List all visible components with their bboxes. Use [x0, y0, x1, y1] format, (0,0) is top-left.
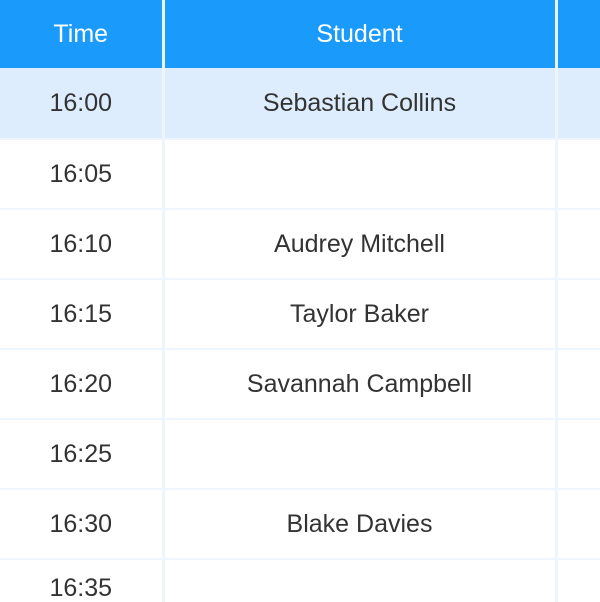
extra-cell: [556, 488, 600, 559]
extra-cell: [556, 208, 600, 279]
student-cell[interactable]: [163, 138, 558, 209]
time-cell: 16:35: [0, 558, 165, 602]
table-row[interactable]: 16:00 Sebastian Collins: [0, 68, 600, 139]
table-row[interactable]: 16:15 Taylor Baker: [0, 278, 600, 349]
time-cell: 16:30: [0, 488, 165, 559]
header-time: Time: [0, 0, 165, 68]
student-cell[interactable]: Audrey Mitchell: [163, 208, 558, 279]
table-row[interactable]: 16:25: [0, 418, 600, 489]
time-cell: 16:10: [0, 208, 165, 279]
extra-cell: [556, 418, 600, 489]
extra-cell: [556, 558, 600, 602]
time-text: 16:20: [49, 370, 113, 398]
student-cell[interactable]: Sebastian Collins: [163, 68, 558, 139]
extra-cell: [556, 348, 600, 419]
time-cell: 16:15: [0, 278, 165, 349]
extra-cell: [556, 138, 600, 209]
time-text: 16:05: [49, 160, 113, 188]
table-row[interactable]: 16:10 Audrey Mitchell: [0, 208, 600, 279]
time-text: 16:35: [49, 574, 113, 602]
time-text: 16:30: [49, 510, 113, 538]
student-cell[interactable]: Taylor Baker: [163, 278, 558, 349]
table-row[interactable]: 16:35: [0, 558, 600, 602]
table-row[interactable]: 16:05: [0, 138, 600, 209]
table-row[interactable]: 16:20 Savannah Campbell: [0, 348, 600, 419]
time-cell: 16:00: [0, 68, 165, 139]
student-cell[interactable]: [163, 418, 558, 489]
student-text: Audrey Mitchell: [274, 230, 445, 258]
student-text: [165, 560, 555, 574]
time-cell: 16:25: [0, 418, 165, 489]
time-cell: 16:20: [0, 348, 165, 419]
time-text: 16:10: [49, 230, 113, 258]
extra-cell: [556, 68, 600, 139]
student-text: Taylor Baker: [290, 300, 429, 328]
extra-cell: [556, 278, 600, 349]
student-cell[interactable]: Blake Davies: [163, 488, 558, 559]
student-cell[interactable]: Savannah Campbell: [163, 348, 558, 419]
time-cell: 16:05: [0, 138, 165, 209]
header-row: Time Student: [0, 0, 600, 68]
table-row[interactable]: 16:30 Blake Davies: [0, 488, 600, 559]
time-text: 16:25: [49, 440, 113, 468]
student-text: Savannah Campbell: [246, 370, 473, 398]
time-text: 16:15: [49, 300, 113, 328]
header-student: Student: [163, 0, 558, 68]
student-cell[interactable]: [163, 558, 558, 602]
student-text: Sebastian Collins: [262, 89, 457, 117]
time-text: 16:00: [49, 89, 113, 117]
student-text: Blake Davies: [286, 510, 433, 538]
header-extra: [556, 0, 600, 68]
